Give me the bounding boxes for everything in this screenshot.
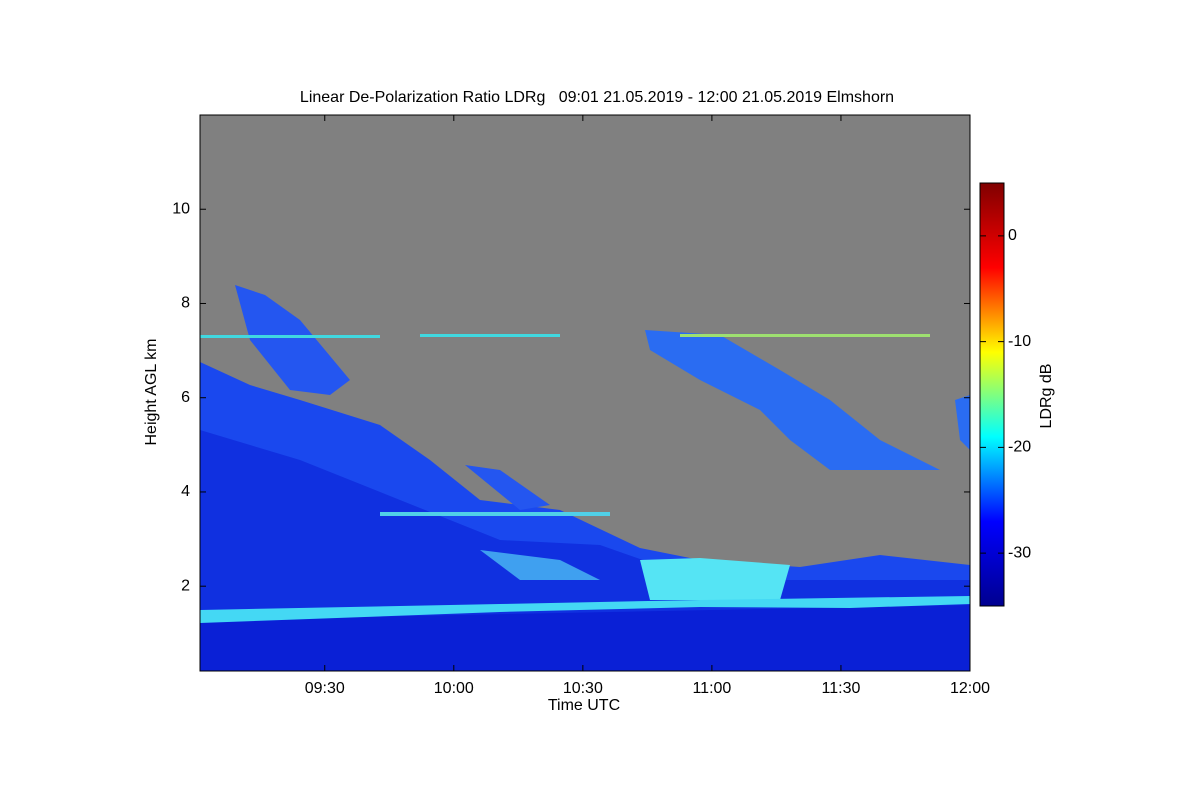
x-tick-label: 11:30 xyxy=(822,680,861,697)
y-axis-label: Height AGL km xyxy=(143,338,160,445)
y-tick-label: 4 xyxy=(181,483,190,500)
y-tick-label: 2 xyxy=(181,577,190,594)
y-tick-label: 10 xyxy=(172,200,190,217)
chart-title: Linear De-Polarization Ratio LDRg 09:01 … xyxy=(300,89,894,106)
heatmap-field xyxy=(200,115,970,671)
colorbar xyxy=(979,182,1005,607)
x-axis-label: Time UTC xyxy=(548,697,620,714)
plot-frame xyxy=(199,114,971,672)
x-tick-label: 09:30 xyxy=(305,680,345,697)
x-tick-label: 12:00 xyxy=(950,680,990,697)
x-tick-label: 10:30 xyxy=(563,680,603,697)
colorbar-tick-label: -20 xyxy=(1008,439,1031,456)
colorbar-tick-label: 0 xyxy=(1008,227,1017,244)
colorbar-tick-label: -10 xyxy=(1008,333,1031,350)
y-tick-label: 6 xyxy=(181,389,190,406)
colorbar-label: LDRg dB xyxy=(1038,364,1055,429)
x-tick-label: 11:00 xyxy=(692,680,731,697)
x-tick-label: 10:00 xyxy=(434,680,474,697)
colorbar-tick-label: -30 xyxy=(1008,544,1031,561)
y-tick-label: 8 xyxy=(181,295,190,312)
